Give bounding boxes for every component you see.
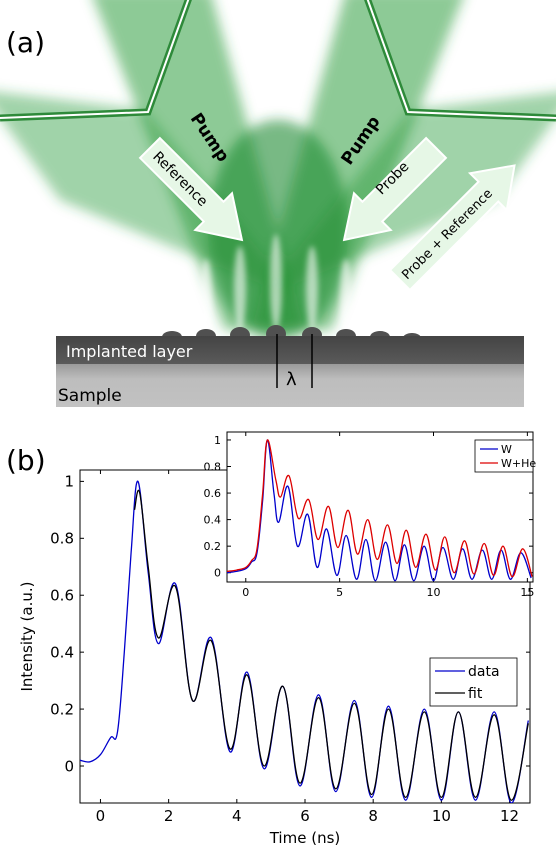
legend-box (474, 439, 534, 473)
x-tick-label: 15 (520, 586, 534, 599)
x-tick-label: 5 (336, 586, 343, 599)
y-tick-label: 0.2 (50, 700, 74, 718)
fringe (200, 259, 212, 331)
implanted-layer-label: Implanted layer (66, 342, 193, 361)
wavelength-symbol: λ (286, 369, 297, 390)
fringe (375, 270, 385, 330)
y-tick-label: 0 (64, 757, 74, 775)
x-tick-label: 0 (242, 586, 249, 599)
y-tick-label: 0.6 (50, 586, 74, 604)
y-tick-label: 0.6 (204, 487, 222, 500)
x-tick-label: 4 (232, 807, 242, 825)
arrow-probe-shape (342, 136, 448, 242)
series-line-fit (133, 489, 529, 801)
fringe (167, 270, 177, 330)
x-tick-label: 10 (432, 807, 451, 825)
y-tick-label: 1 (214, 434, 221, 447)
y-tick-label: 0.4 (204, 513, 222, 526)
legend-label: fit (468, 686, 483, 702)
fringe (340, 259, 352, 331)
y-axis-label: Intensity (a.u.) (18, 582, 36, 692)
panel-a: (a) Pump Pump (0, 0, 556, 407)
sample-layer-label: Sample (58, 386, 122, 406)
x-tick-label: 8 (368, 807, 378, 825)
y-tick-label: 0 (214, 567, 221, 580)
x-tick-label: 0 (96, 807, 106, 825)
y-tick-label: 0.2 (204, 540, 222, 553)
legend-label: W (501, 443, 512, 456)
arrow-reference-shape (138, 136, 244, 242)
panel-b-label: (b) (6, 444, 46, 477)
beam-edge-right-highlight (366, 0, 556, 119)
implanted-layer (56, 336, 524, 364)
beam-edges (0, 0, 556, 122)
beam-edge-left-highlight (0, 0, 190, 119)
x-tick-label: 6 (300, 807, 310, 825)
series-line-w-he (227, 439, 533, 578)
legend-label: W+He (501, 457, 536, 470)
x-tick-label: 2 (164, 807, 174, 825)
fringe (270, 234, 282, 330)
arrow-probe-reference-shape (388, 164, 516, 292)
x-axis-label: Time (ns) (269, 829, 341, 847)
y-tick-label: 1 (64, 473, 74, 491)
y-tick-label: 0.8 (204, 460, 222, 473)
inset-chart: 0 5 10 15 0 0.2 0.4 0.6 0.8 1 WW+He (204, 431, 536, 599)
sample-layer (56, 364, 524, 407)
fringe (306, 246, 318, 330)
x-tick-label: 12 (500, 807, 519, 825)
x-tick-label: 10 (427, 586, 441, 599)
y-tick-label: 0.4 (50, 643, 74, 661)
y-tick-label: 0.8 (50, 530, 74, 548)
interference-fringes (167, 234, 385, 331)
panel-a-label: (a) (6, 26, 45, 59)
fringe (234, 246, 246, 330)
legend-box (429, 657, 518, 707)
legend-label: data (468, 664, 500, 680)
